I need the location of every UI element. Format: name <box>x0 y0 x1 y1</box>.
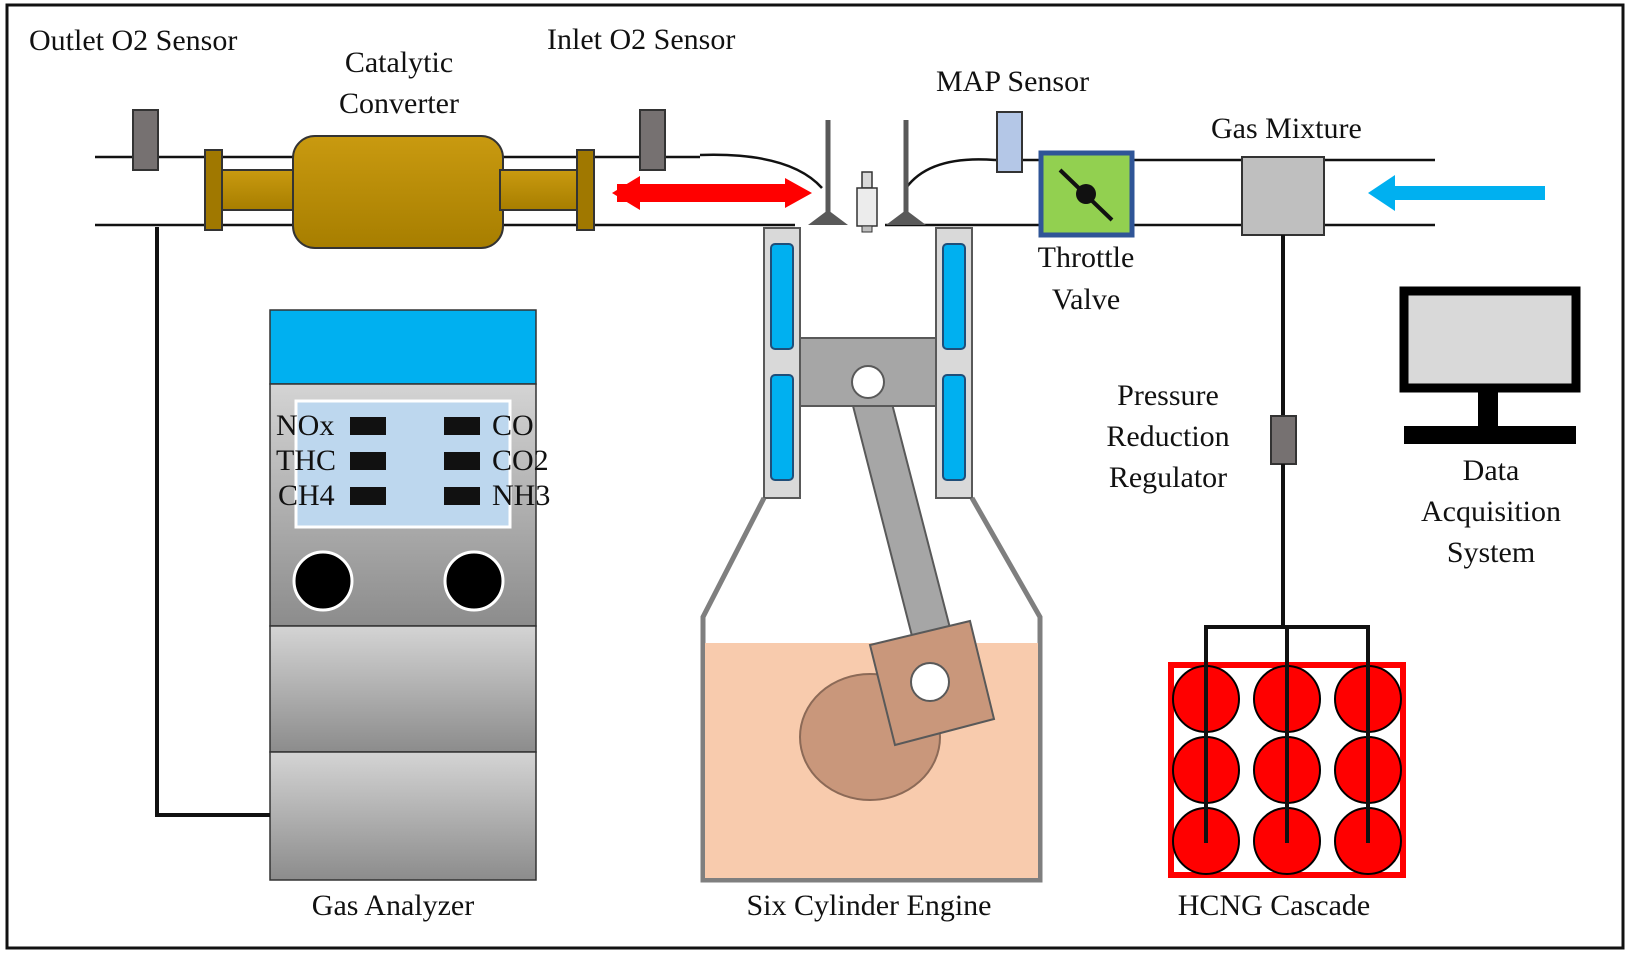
indicator-nox <box>350 417 386 435</box>
label-daq-1: Data <box>1463 454 1520 487</box>
gas-label-nox: NOx <box>276 409 334 442</box>
label-map-sensor: MAP Sensor <box>936 65 1089 98</box>
exhaust-arrow-head <box>612 176 640 210</box>
coolant-jacket <box>770 243 794 350</box>
monitor-icon <box>1399 286 1581 444</box>
label-throttle-2: Valve <box>1052 283 1120 316</box>
piston-pin <box>851 365 885 399</box>
gas-label-ch4: CH4 <box>278 479 335 512</box>
indicator-co2 <box>444 452 480 470</box>
indicator-ch4 <box>350 487 386 505</box>
sample-line <box>155 227 270 817</box>
gas-label-co2: CO2 <box>492 444 549 477</box>
coolant-jacket <box>770 374 794 481</box>
outlet-o2-sensor <box>132 109 159 171</box>
label-gas-mixture: Gas Mixture <box>1211 112 1362 145</box>
label-daq-3: System <box>1447 536 1535 569</box>
cylinder-wall-right <box>935 227 973 499</box>
coolant-jacket <box>942 374 966 481</box>
map-sensor <box>996 111 1023 173</box>
crank-pin <box>910 662 950 702</box>
indicator-co <box>444 417 480 435</box>
throttle-valve <box>1038 150 1135 238</box>
label-daq-2: Acquisition <box>1421 495 1561 528</box>
gas-label-nh3: NH3 <box>492 479 550 512</box>
label-pressure-2: Reduction <box>1106 420 1229 453</box>
pressure-regulator <box>1270 415 1297 465</box>
label-outlet-o2-sensor: Outlet O2 Sensor <box>29 24 237 57</box>
coolant-jacket <box>942 243 966 350</box>
label-throttle-1: Throttle <box>1038 241 1135 274</box>
inlet-o2-sensor <box>639 109 666 171</box>
label-engine: Six Cylinder Engine <box>747 889 992 922</box>
analyzer-knob-right <box>443 550 505 612</box>
label-inlet-o2-sensor: Inlet O2 Sensor <box>547 23 735 56</box>
gas-label-thc: THC <box>276 444 336 477</box>
label-hcng-cascade: HCNG Cascade <box>1178 889 1370 922</box>
cylinder-wall-left <box>763 227 801 499</box>
label-pressure-1: Pressure <box>1117 379 1219 412</box>
crankcase-outline <box>700 496 1043 883</box>
catalytic-converter <box>204 135 595 249</box>
spark-plug-icon <box>856 171 878 233</box>
label-catalytic-1: Catalytic <box>345 46 453 79</box>
label-catalytic-2: Converter <box>339 87 459 120</box>
label-gas-analyzer: Gas Analyzer <box>312 889 474 922</box>
exhaust-flow-arrow-body <box>617 184 787 202</box>
gas-analyzer <box>269 309 537 881</box>
analyzer-knob-left <box>292 550 354 612</box>
label-pressure-3: Regulator <box>1109 461 1227 494</box>
indicator-thc <box>350 452 386 470</box>
engine-valves <box>808 120 926 225</box>
intake-flow-arrow <box>1368 175 1545 211</box>
indicator-nh3 <box>444 487 480 505</box>
gas-label-co: CO <box>492 409 534 442</box>
gas-mixture-box <box>1241 156 1325 236</box>
hcng-cascade <box>1168 625 1406 878</box>
